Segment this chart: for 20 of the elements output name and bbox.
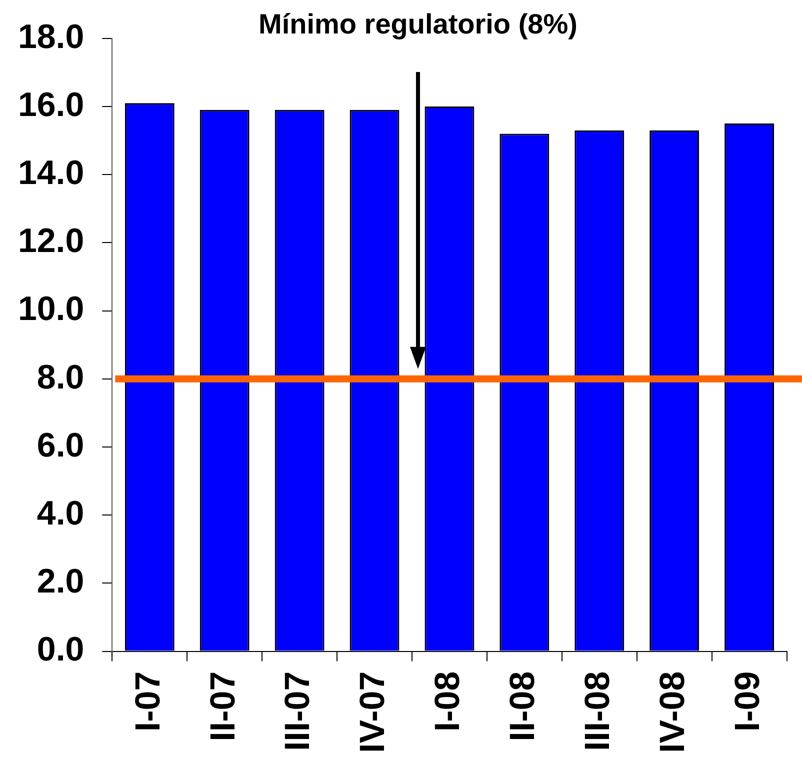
- x-tick-label: III-08: [578, 671, 618, 752]
- y-tick-label: 14.0: [18, 154, 84, 192]
- x-tick-label: II-07: [203, 671, 242, 742]
- y-tick-label: 16.0: [18, 86, 84, 124]
- y-tick-label: 12.0: [18, 222, 84, 260]
- x-tick-label: IV-08: [652, 671, 692, 754]
- y-tick-label: 4.0: [36, 494, 84, 532]
- x-tick-label: IV-07: [353, 671, 392, 754]
- x-tick-label: I-07: [128, 671, 168, 732]
- x-tick-label: II-08: [503, 671, 542, 742]
- y-tick-label: 18.0: [18, 18, 84, 56]
- y-tick-label: 0.0: [36, 630, 84, 669]
- annotation: Mínimo regulatorio (8%): [258, 8, 578, 40]
- y-tick-label: 6.0: [36, 426, 84, 464]
- x-tick-label: I-09: [728, 671, 767, 732]
- y-tick-label: 8.0: [36, 358, 84, 396]
- x-tick-label: I-08: [428, 671, 468, 732]
- x-tick-label: III-07: [278, 671, 318, 752]
- y-tick-label: 2.0: [36, 562, 84, 601]
- y-tick-label: 10.0: [18, 290, 84, 328]
